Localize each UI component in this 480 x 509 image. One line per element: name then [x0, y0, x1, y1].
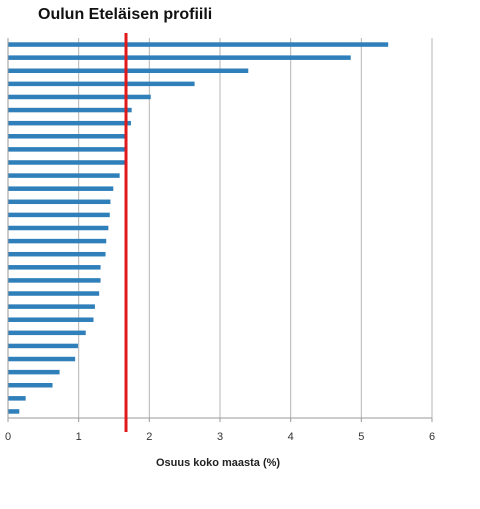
- x-tick-label-5: 5: [358, 431, 364, 443]
- x-tick-label-0: 0: [5, 431, 11, 443]
- bar-25: [8, 356, 76, 362]
- chart-title: Oulun Eteläisen profiili: [38, 6, 213, 23]
- bar-7: [8, 120, 131, 126]
- bar-18: [8, 265, 101, 270]
- bar-6: [8, 107, 132, 113]
- bar-9: [8, 147, 125, 152]
- bar-22: [8, 317, 94, 322]
- bar-8: [8, 134, 126, 139]
- bar-20: [8, 291, 100, 296]
- bar-14: [8, 212, 110, 218]
- bar-13: [8, 199, 111, 205]
- bar-10: [8, 160, 125, 165]
- bar-17: [8, 251, 106, 257]
- x-tick-labels: 0 1 2 3 4 5 6: [5, 431, 435, 443]
- bar-11: [8, 173, 120, 178]
- bar-3: [8, 68, 249, 74]
- bar-5: [8, 94, 151, 100]
- bars: [8, 42, 389, 414]
- bar-4: [8, 81, 195, 87]
- bar-21: [8, 304, 95, 309]
- bar-29: [8, 409, 20, 414]
- bar-28: [8, 396, 26, 401]
- bar-26: [8, 369, 60, 375]
- bar-1: [8, 42, 389, 47]
- bar-27: [8, 382, 53, 388]
- bar-23: [8, 330, 86, 336]
- x-tick-label-2: 2: [146, 431, 152, 443]
- x-tick-label-6: 6: [429, 431, 435, 443]
- bar-2: [8, 55, 351, 60]
- bar-24: [8, 343, 78, 349]
- bar-19: [8, 278, 101, 283]
- x-tick-label-4: 4: [288, 431, 294, 443]
- bar-12: [8, 186, 114, 191]
- bar-15: [8, 225, 109, 231]
- x-tick-label-3: 3: [217, 431, 223, 443]
- bar-16: [8, 238, 107, 244]
- x-tick-label-1: 1: [76, 431, 82, 443]
- x-axis-label: Osuus koko maasta (%): [156, 457, 280, 469]
